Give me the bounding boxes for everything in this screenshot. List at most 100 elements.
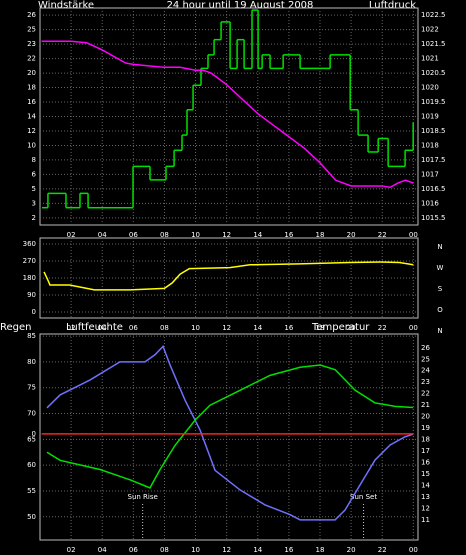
y-tick-label: 70 [27, 410, 36, 418]
y2-tick-label: 1020.5 [421, 69, 446, 77]
chart-title: 24 hour until 19 August 2008 [167, 0, 314, 11]
compass-label: O [437, 306, 443, 314]
y2-tick-label: 1017 [421, 170, 439, 178]
y-tick-label: 25 [27, 26, 36, 34]
y-tick-label: 8 [32, 156, 36, 164]
y2-tick-label: 18 [421, 436, 430, 444]
data-line [46, 345, 414, 521]
y3-tick-label: 0 [32, 430, 36, 438]
y-tick-label: 360 [23, 240, 36, 248]
x-tick-label: 12 [222, 324, 231, 332]
y2-tick-label: 25 [421, 355, 430, 363]
x-tick-label: 18 [316, 546, 325, 554]
y-tick-label: 5 [32, 185, 36, 193]
y2-tick-label: 21 [421, 401, 430, 409]
x-tick-label: 20 [347, 324, 356, 332]
x-tick-label: 00 [409, 324, 418, 332]
y2-tick-label: 1019.5 [421, 98, 446, 106]
data-line [43, 261, 414, 291]
plot-area [39, 333, 419, 541]
y-tick-label: 26 [27, 11, 36, 19]
y2-tick-label: 26 [421, 344, 430, 352]
x-tick-label: 12 [222, 231, 231, 239]
x-tick-label: 22 [378, 546, 387, 554]
y-tick-label: 6 [32, 170, 37, 178]
y2-tick-label: 14 [421, 482, 430, 490]
y2-tick-label: 15 [421, 470, 430, 478]
x-tick-label: 12 [222, 546, 231, 554]
y2-tick-label: 20 [421, 413, 430, 421]
x-tick-label: 08 [160, 231, 169, 239]
x-tick-label: 04 [98, 324, 107, 332]
y2-tick-label: 1016 [421, 199, 439, 207]
x-tick-label: 06 [129, 231, 138, 239]
y2-tick-label: 12 [421, 505, 430, 513]
x-tick-label: 06 [129, 324, 138, 332]
wind-label: Windstärke [38, 0, 94, 11]
x-tick-label: 08 [160, 546, 169, 554]
x-tick-label: 18 [316, 231, 325, 239]
y2-tick-label: 11 [421, 516, 430, 524]
x-tick-label: 04 [98, 546, 107, 554]
y2-tick-label: 1022.5 [421, 11, 446, 19]
x-tick-label: 16 [284, 546, 293, 554]
x-tick-label: 10 [191, 231, 200, 239]
x-tick-label: 22 [378, 324, 387, 332]
x-tick-label: 00 [409, 231, 418, 239]
y2-tick-label: 13 [421, 493, 430, 501]
y2-tick-label: 1022 [421, 26, 439, 34]
y2-tick-label: 16 [421, 459, 430, 467]
y-tick-label: 12 [27, 127, 36, 135]
x-tick-label: 14 [253, 546, 262, 554]
x-tick-label: 08 [160, 324, 169, 332]
x-tick-label: 04 [98, 231, 107, 239]
y-tick-label: 180 [23, 274, 36, 282]
humidity-label: Luftfeuchte [66, 322, 123, 333]
y2-tick-label: 23 [421, 378, 430, 386]
x-tick-label: 02 [67, 324, 76, 332]
y2-tick-label: 1020 [421, 84, 439, 92]
y2-tick-label: 22 [421, 390, 430, 398]
annotation-text: Sun Set [350, 493, 377, 501]
y-tick-label: 65 [27, 435, 36, 443]
x-tick-label: 22 [378, 231, 387, 239]
y-tick-label: 270 [23, 257, 36, 265]
x-tick-label: 16 [284, 324, 293, 332]
compass-label: N [437, 243, 442, 251]
compass-label: W [437, 264, 444, 272]
y-tick-label: 20 [27, 69, 36, 77]
y-tick-label: 10 [27, 141, 36, 149]
y-tick-label: 80 [27, 358, 36, 366]
y2-tick-label: 17 [421, 447, 430, 455]
y2-tick-label: 1019 [421, 113, 439, 121]
x-tick-label: 06 [129, 546, 138, 554]
y-tick-label: 2 [32, 214, 36, 222]
y-tick-label: 22 [27, 55, 36, 63]
y2-tick-label: 1015.5 [421, 214, 446, 222]
y-tick-label: 50 [27, 513, 36, 521]
y2-tick-label: 1017.5 [421, 156, 446, 164]
x-tick-label: 10 [191, 546, 200, 554]
x-tick-label: 14 [253, 324, 262, 332]
y2-tick-label: 1021 [421, 55, 439, 63]
compass-label: N [437, 327, 442, 335]
x-tick-label: 20 [347, 231, 356, 239]
rain-label: Regen [0, 322, 32, 333]
y2-tick-label: 1018 [421, 141, 439, 149]
y-tick-label: 75 [27, 384, 36, 392]
x-tick-label: 10 [191, 324, 200, 332]
x-tick-label: 14 [253, 231, 262, 239]
compass-label: S [438, 285, 443, 293]
y-tick-label: 23 [27, 40, 36, 48]
x-tick-label: 02 [67, 546, 76, 554]
annotation-text: Sun Rise [128, 493, 158, 501]
x-tick-label: 18 [316, 324, 325, 332]
y-tick-label: 60 [27, 461, 36, 469]
x-tick-label: 02 [67, 231, 76, 239]
y-tick-label: 18 [27, 84, 36, 92]
y-tick-label: 85 [27, 332, 36, 340]
y-tick-label: 3 [32, 199, 36, 207]
y-tick-label: 14 [27, 113, 36, 121]
x-tick-label: 20 [347, 546, 356, 554]
y-tick-label: 0 [32, 308, 36, 316]
